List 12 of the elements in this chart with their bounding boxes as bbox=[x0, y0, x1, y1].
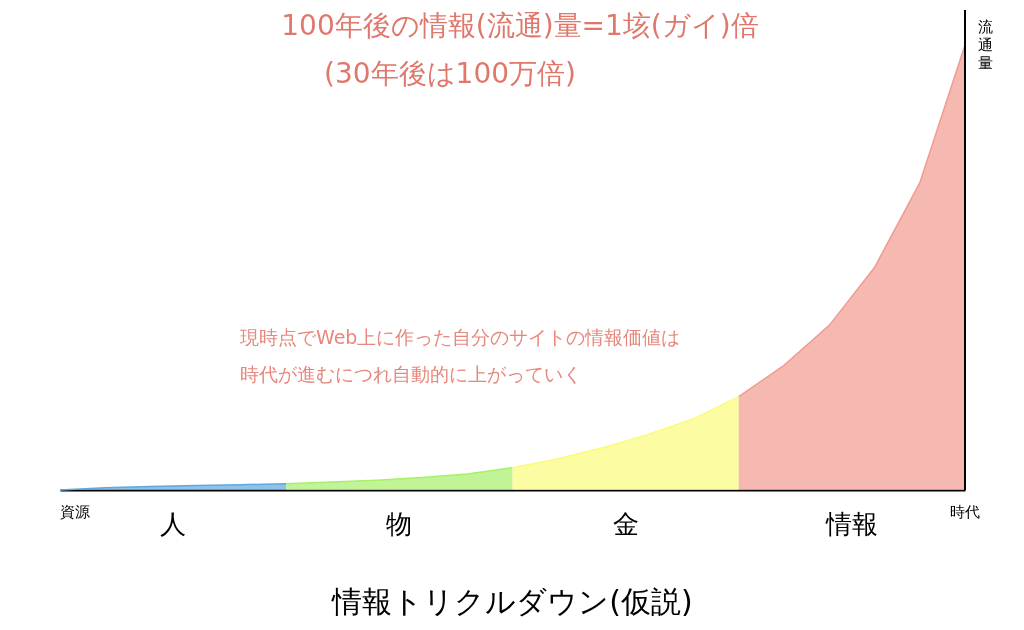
series-label: 情報 bbox=[824, 509, 878, 539]
text: 情報トリクルダウン(仮説) bbox=[331, 584, 693, 619]
series-label: 金 bbox=[612, 509, 639, 539]
series-label: 物 bbox=[386, 509, 413, 539]
x-axis-title: 時代 bbox=[950, 503, 980, 521]
annotation: 現時点でWeb上に作った自分のサイトの情報価値は bbox=[240, 326, 681, 348]
annotation: 時代が進むにつれ自動的に上がっていく bbox=[240, 363, 582, 385]
annotation: (30年後は100万倍) bbox=[324, 57, 576, 90]
y-axis-title: 流通量 bbox=[977, 18, 993, 72]
text: 100年後の情報(流通)量=1垓(ガイ)倍 bbox=[281, 9, 759, 42]
series-label: 人 bbox=[160, 509, 187, 539]
text: 資源 bbox=[60, 503, 90, 521]
